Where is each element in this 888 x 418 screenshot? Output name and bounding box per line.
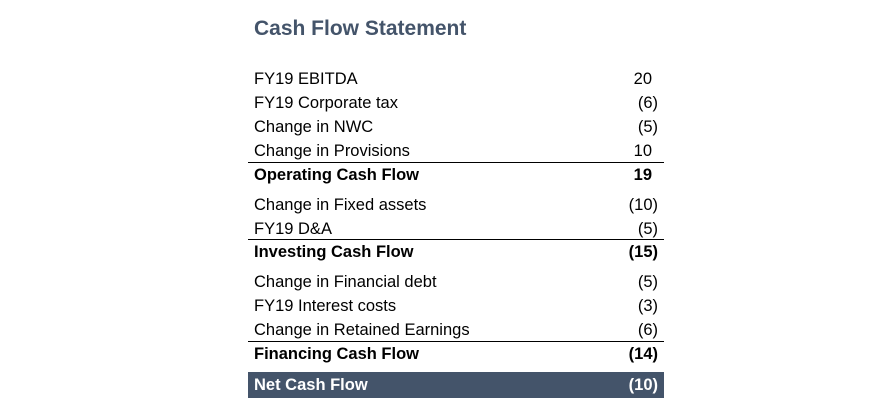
total-label: Financing Cash Flow	[254, 344, 420, 363]
row-value: (5)	[637, 118, 658, 136]
row-value: 20	[633, 70, 652, 88]
row-value: (6)	[637, 94, 658, 112]
row-value: (6)	[637, 321, 658, 339]
row-label: FY19 EBITDA	[254, 70, 358, 88]
table-row-retained-earnings: Change in Retained Earnings (6)	[248, 318, 664, 342]
row-value: (5)	[637, 219, 658, 238]
row-label: Change in NWC	[254, 118, 374, 136]
row-value: (5)	[637, 273, 658, 291]
table-row-change-financial-debt: Change in Financial debt (5)	[248, 270, 664, 294]
page-title: Cash Flow Statement	[254, 17, 467, 40]
row-value: (10)	[628, 195, 658, 214]
table-row-net-cash-flow: Net Cash Flow (10)	[248, 371, 664, 398]
table-row-ebitda: FY19 EBITDA 20	[248, 67, 664, 91]
table-row-operating-total: Operating Cash Flow 19	[248, 163, 664, 187]
row-value: 10	[633, 142, 652, 160]
total-label: Operating Cash Flow	[254, 165, 420, 184]
row-value: (3)	[637, 297, 658, 315]
table-row-interest-costs: FY19 Interest costs (3)	[248, 294, 664, 318]
row-label: Change in Fixed assets	[254, 195, 427, 214]
net-label: Net Cash Flow	[254, 375, 368, 394]
row-label: Change in Retained Earnings	[254, 321, 470, 339]
row-label: FY19 Interest costs	[254, 297, 397, 315]
total-value: (14)	[628, 344, 658, 363]
row-label: Change in Provisions	[254, 142, 410, 160]
table-row-da: FY19 D&A (5)	[248, 217, 664, 240]
total-value: (15)	[628, 243, 658, 261]
row-label: FY19 Corporate tax	[254, 94, 398, 112]
table-row-change-nwc: Change in NWC (5)	[248, 115, 664, 139]
row-label: FY19 D&A	[254, 219, 332, 238]
table-row-investing-total: Investing Cash Flow (15)	[248, 240, 664, 264]
table-row-change-provisions: Change in Provisions 10	[248, 139, 664, 163]
net-value: (10)	[628, 375, 658, 394]
total-label: Investing Cash Flow	[254, 243, 414, 261]
cash-flow-table: FY19 EBITDA 20 FY19 Corporate tax (6) Ch…	[248, 67, 664, 398]
row-label: Change in Financial debt	[254, 273, 437, 291]
table-row-change-fixed-assets: Change in Fixed assets (10)	[248, 193, 664, 217]
table-row-financing-total: Financing Cash Flow (14)	[248, 342, 664, 366]
total-value: 19	[633, 165, 652, 184]
table-row-corporate-tax: FY19 Corporate tax (6)	[248, 91, 664, 115]
